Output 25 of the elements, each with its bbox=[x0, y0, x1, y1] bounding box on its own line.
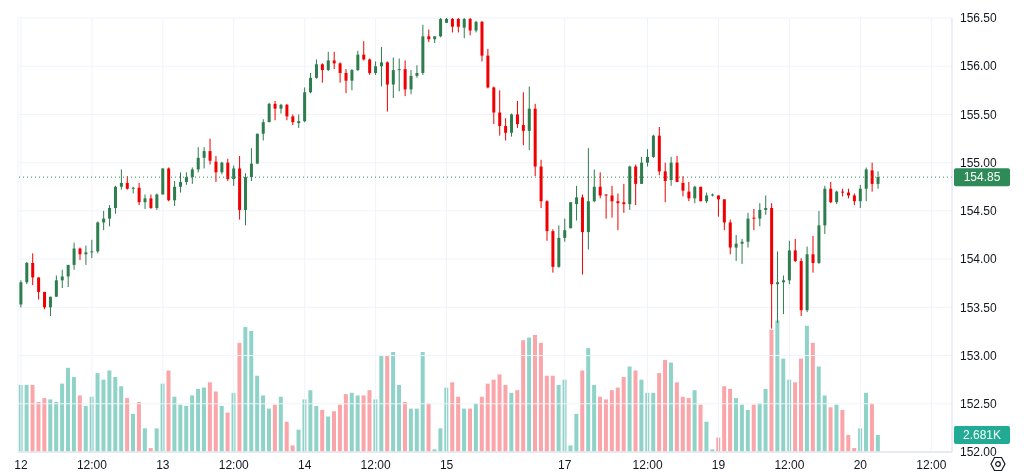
y-tick-label: 152.00 bbox=[960, 445, 998, 460]
y-tick-label: 156.00 bbox=[960, 59, 998, 74]
y-tick-label: 154.50 bbox=[960, 204, 998, 219]
x-tick-label: 12:00 bbox=[360, 457, 391, 472]
x-tick-label: 12 bbox=[14, 457, 28, 472]
x-tick-label: 12:00 bbox=[76, 457, 108, 472]
x-tick-label: 12:00 bbox=[774, 457, 805, 472]
x-tick-label: 14 bbox=[298, 457, 312, 472]
x-tick-label: 13 bbox=[156, 457, 170, 472]
x-tick-label: 20 bbox=[853, 457, 868, 472]
x-tick-label: 19 bbox=[711, 457, 726, 472]
ref-line-label: 154.85 bbox=[963, 170, 1001, 185]
x-tick-label: 12:00 bbox=[916, 457, 947, 472]
x-tick-label: 12:00 bbox=[218, 457, 250, 472]
x-tick-label: 12:00 bbox=[632, 457, 663, 472]
y-tick-label: 153.00 bbox=[960, 348, 998, 363]
y-tick-label: 153.50 bbox=[960, 300, 998, 315]
y-tick-label: 155.50 bbox=[960, 107, 998, 122]
text: 2.681K bbox=[962, 427, 1002, 442]
y-tick-label: 156.50 bbox=[960, 11, 998, 26]
y-tick-label: 152.50 bbox=[960, 397, 998, 412]
y-tick-label: 154.00 bbox=[960, 252, 998, 267]
y-tick-label: 155.00 bbox=[960, 155, 998, 170]
x-tick-label: 17 bbox=[558, 457, 572, 472]
x-tick-label: 15 bbox=[439, 457, 454, 472]
